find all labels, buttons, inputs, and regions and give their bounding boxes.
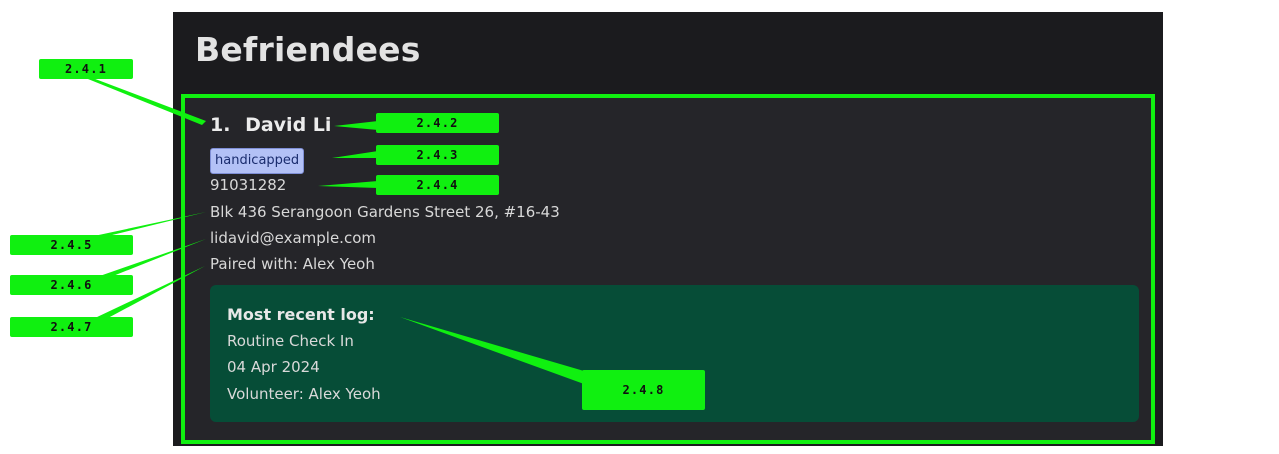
- befriendee-name-row: 1. David Li: [210, 114, 331, 136]
- log-title: Routine Check In: [227, 332, 354, 350]
- panel-title: Befriendees: [195, 30, 421, 69]
- log-volunteer: Volunteer: Alex Yeoh: [227, 385, 381, 403]
- callout-2-4-1: 2.4.1: [39, 59, 133, 79]
- tag-badge: handicapped: [210, 148, 305, 174]
- recent-log-heading: Most recent log:: [227, 305, 375, 324]
- callout-2-4-8: 2.4.8: [582, 370, 705, 410]
- callout-2-4-7: 2.4.7: [10, 317, 133, 337]
- paired-with: Paired with: Alex Yeoh: [210, 255, 375, 273]
- callout-2-4-6: 2.4.6: [10, 275, 133, 295]
- card-index: 1.: [210, 114, 231, 136]
- log-date: 04 Apr 2024: [227, 358, 320, 376]
- email: lidavid@example.com: [210, 229, 376, 247]
- befriendee-name: David Li: [245, 114, 332, 136]
- address: Blk 436 Serangoon Gardens Street 26, #16…: [210, 203, 560, 221]
- callout-2-4-5: 2.4.5: [10, 235, 133, 255]
- callout-2-4-4: 2.4.4: [376, 175, 499, 195]
- callout-2-4-3: 2.4.3: [376, 145, 499, 165]
- callout-2-4-2: 2.4.2: [376, 113, 499, 133]
- phone-number: 91031282: [210, 176, 287, 194]
